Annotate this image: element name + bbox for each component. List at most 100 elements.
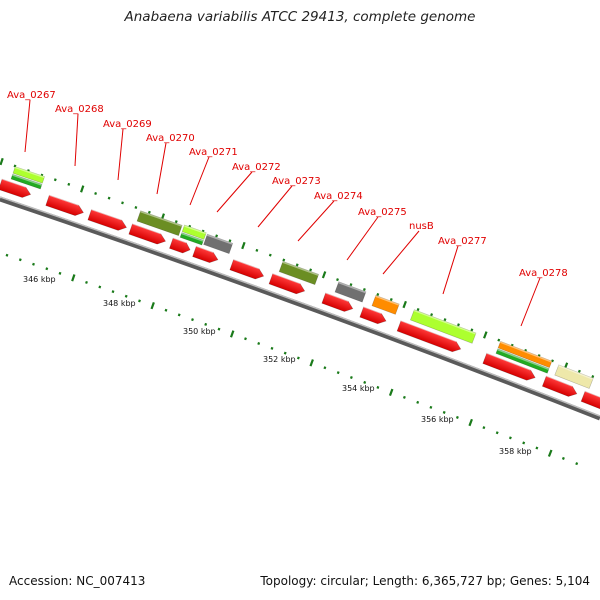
gene-label: Ava_0274 [314,191,363,202]
scale-labels: 346 kbp 348 kbp 350 kbp 352 kbp 354 kbp 356 k… [23,275,532,456]
outer-tick [483,331,488,339]
outer-tick [551,359,554,363]
inner-tick-track [5,253,579,466]
label-leader-line [520,277,541,327]
feature-block [136,210,183,237]
outer-tick [591,375,595,379]
outer-tick [107,196,111,200]
inner-tick [416,400,420,404]
feature-block [554,364,594,389]
cds-arrow [45,194,84,216]
outer-tick [147,210,151,214]
feature-block [495,348,550,374]
outer-tick [228,239,232,243]
inner-tick [229,330,235,338]
cds-arrow [0,178,32,198]
inner-tick [349,376,353,380]
label-leader-line [156,142,167,195]
feature-block [10,173,43,190]
inner-tick [296,356,300,360]
scale-label: 346 kbp [23,275,56,284]
inner-tick [204,322,208,326]
inner-tick [244,337,247,341]
inner-tick [164,308,168,312]
inner-tick [18,258,22,262]
inner-tick [575,462,579,466]
outer-tick [295,263,299,267]
inner-tick [85,280,88,284]
inner-tick [257,342,261,346]
inner-tick [71,274,76,282]
inner-tick [468,418,473,427]
inner-tick [98,285,102,289]
inner-tick [309,359,314,367]
inner-tick [5,253,9,257]
label-leader-line [74,113,79,167]
scale-label: 354 kbp [342,384,375,393]
cds-arrow [169,237,191,254]
label-leader-line [216,171,253,213]
outer-tick [362,288,366,292]
cds-arrow [580,390,600,410]
gene-label: Ava_0271 [189,147,238,158]
inner-tick [455,415,459,419]
gene-label: Ava_0267 [7,90,56,101]
outer-tick [0,157,4,166]
gene-label: Ava_0277 [438,236,487,247]
accession-text: Accession: NC_007413 [9,574,146,588]
cds-arrow [268,273,306,295]
outer-tick [443,318,447,322]
outer-tick [67,182,71,186]
gene-label: nusB [409,221,434,232]
inner-tick [323,366,327,370]
outer-tick [416,308,420,312]
feature-block [12,166,45,184]
genome-summary: Topology: circular; Length: 6,365,727 bp… [260,574,590,588]
inner-tick [150,301,155,310]
gene-label: Ava_0269 [103,119,152,130]
inner-tick [376,385,380,389]
feature-block [179,232,204,246]
cds-arrow [396,320,462,353]
outer-tick [376,293,380,297]
cds-arrow [128,223,167,245]
outer-tick [336,278,339,282]
label-leader-line [346,216,379,261]
outer-tick [457,323,460,327]
inner-tick [191,318,194,322]
inner-tick [561,456,565,460]
inner-tick [336,371,340,375]
outer-tick [321,271,327,279]
feature-block [181,224,207,240]
gene-label: Ava_0272 [232,162,281,173]
outer-tick [577,369,581,373]
label-leader-line [382,230,420,275]
outer-tick [94,192,98,196]
feature-block [497,340,553,369]
cds-arrow [192,245,219,263]
outer-tick [430,313,434,317]
inner-tick [270,346,274,350]
inner-tick [495,431,499,435]
gene-label: Ava_0270 [146,133,195,144]
inner-tick [217,327,221,331]
scale-label: 348 kbp [103,299,136,308]
label-leader-line [24,99,31,153]
gene-labels: Ava_0267 Ava_0268 Ava_0269 Ava_0270 Ava_0271… [7,90,568,279]
inner-tick [138,299,141,303]
outer-tick [349,283,353,287]
outer-tick [80,185,85,193]
cds-arrow [541,375,578,397]
cds-arrow [359,306,387,325]
outer-tick [282,258,286,262]
inner-tick [111,290,115,294]
gene-label: Ava_0268 [55,104,104,115]
scale-label: 358 kbp [499,447,532,456]
outer-tick [309,268,313,272]
feature-block [278,260,320,286]
gene-label-lines [24,99,541,327]
feature-block [203,233,234,254]
inner-tick [429,405,433,409]
inner-tick [388,388,394,396]
